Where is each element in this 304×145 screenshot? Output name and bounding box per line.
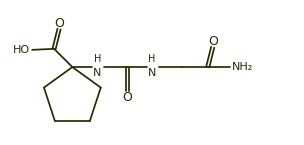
Text: NH₂: NH₂ (232, 62, 253, 72)
Text: H: H (94, 54, 101, 64)
Text: N: N (93, 68, 102, 78)
Text: O: O (54, 17, 64, 30)
Text: HO: HO (13, 45, 30, 55)
Text: O: O (208, 35, 218, 48)
Text: H: H (148, 54, 156, 64)
Text: O: O (122, 91, 132, 104)
Text: N: N (148, 68, 156, 78)
